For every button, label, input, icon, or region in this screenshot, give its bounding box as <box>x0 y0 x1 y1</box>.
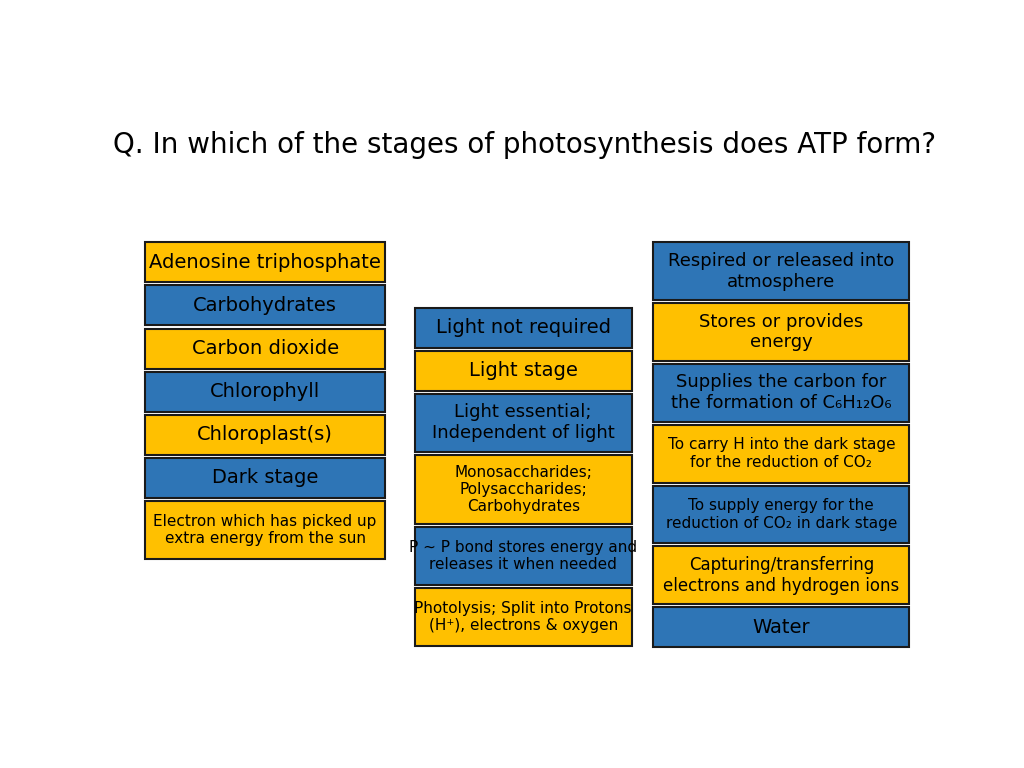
Text: Respired or released into
atmosphere: Respired or released into atmosphere <box>669 252 894 290</box>
Text: Light essential;
Independent of light: Light essential; Independent of light <box>432 403 614 442</box>
Bar <box>415 527 632 585</box>
Text: Monosaccharides;
Polysaccharides;
Carbohydrates: Monosaccharides; Polysaccharides; Carboh… <box>455 465 592 515</box>
Bar <box>653 243 909 300</box>
Bar <box>415 588 632 646</box>
Text: Adenosine triphosphate: Adenosine triphosphate <box>150 253 381 272</box>
Text: To supply energy for the
reduction of CO₂ in dark stage: To supply energy for the reduction of CO… <box>666 498 897 531</box>
Text: Water: Water <box>753 617 810 637</box>
Text: Dark stage: Dark stage <box>212 468 318 488</box>
Bar <box>653 303 909 361</box>
Bar <box>415 351 632 391</box>
Bar <box>145 329 385 369</box>
Text: Electron which has picked up
extra energy from the sun: Electron which has picked up extra energ… <box>154 514 377 546</box>
Text: Photolysis; Split into Protons
(H⁺), electrons & oxygen: Photolysis; Split into Protons (H⁺), ele… <box>415 601 632 633</box>
Text: Chlorophyll: Chlorophyll <box>210 382 321 401</box>
Text: Carbohydrates: Carbohydrates <box>194 296 337 315</box>
Text: Chloroplast(s): Chloroplast(s) <box>198 425 333 445</box>
Text: Supplies the carbon for
the formation of C₆H₁₂O₆: Supplies the carbon for the formation of… <box>671 373 892 412</box>
Bar <box>415 394 632 452</box>
Bar <box>145 415 385 455</box>
Text: P ~ P bond stores energy and
releases it when needed: P ~ P bond stores energy and releases it… <box>410 540 637 572</box>
Text: Capturing/transferring
electrons and hydrogen ions: Capturing/transferring electrons and hyd… <box>664 556 899 594</box>
Bar <box>653 547 909 604</box>
Text: Stores or provides
energy: Stores or provides energy <box>699 313 863 352</box>
Bar <box>145 501 385 559</box>
Bar <box>653 425 909 482</box>
Text: To carry H into the dark stage
for the reduction of CO₂: To carry H into the dark stage for the r… <box>668 438 895 470</box>
Text: Carbon dioxide: Carbon dioxide <box>191 339 339 358</box>
Bar <box>415 308 632 348</box>
Bar <box>145 372 385 412</box>
Bar <box>145 458 385 498</box>
Text: Light stage: Light stage <box>469 362 578 380</box>
Bar <box>653 485 909 544</box>
Text: Q. In which of the stages of photosynthesis does ATP form?: Q. In which of the stages of photosynthe… <box>114 131 936 158</box>
Bar <box>415 455 632 524</box>
Bar <box>145 286 385 326</box>
Bar <box>653 607 909 647</box>
Text: Light not required: Light not required <box>436 318 610 337</box>
Bar <box>145 243 385 283</box>
Bar <box>653 364 909 422</box>
